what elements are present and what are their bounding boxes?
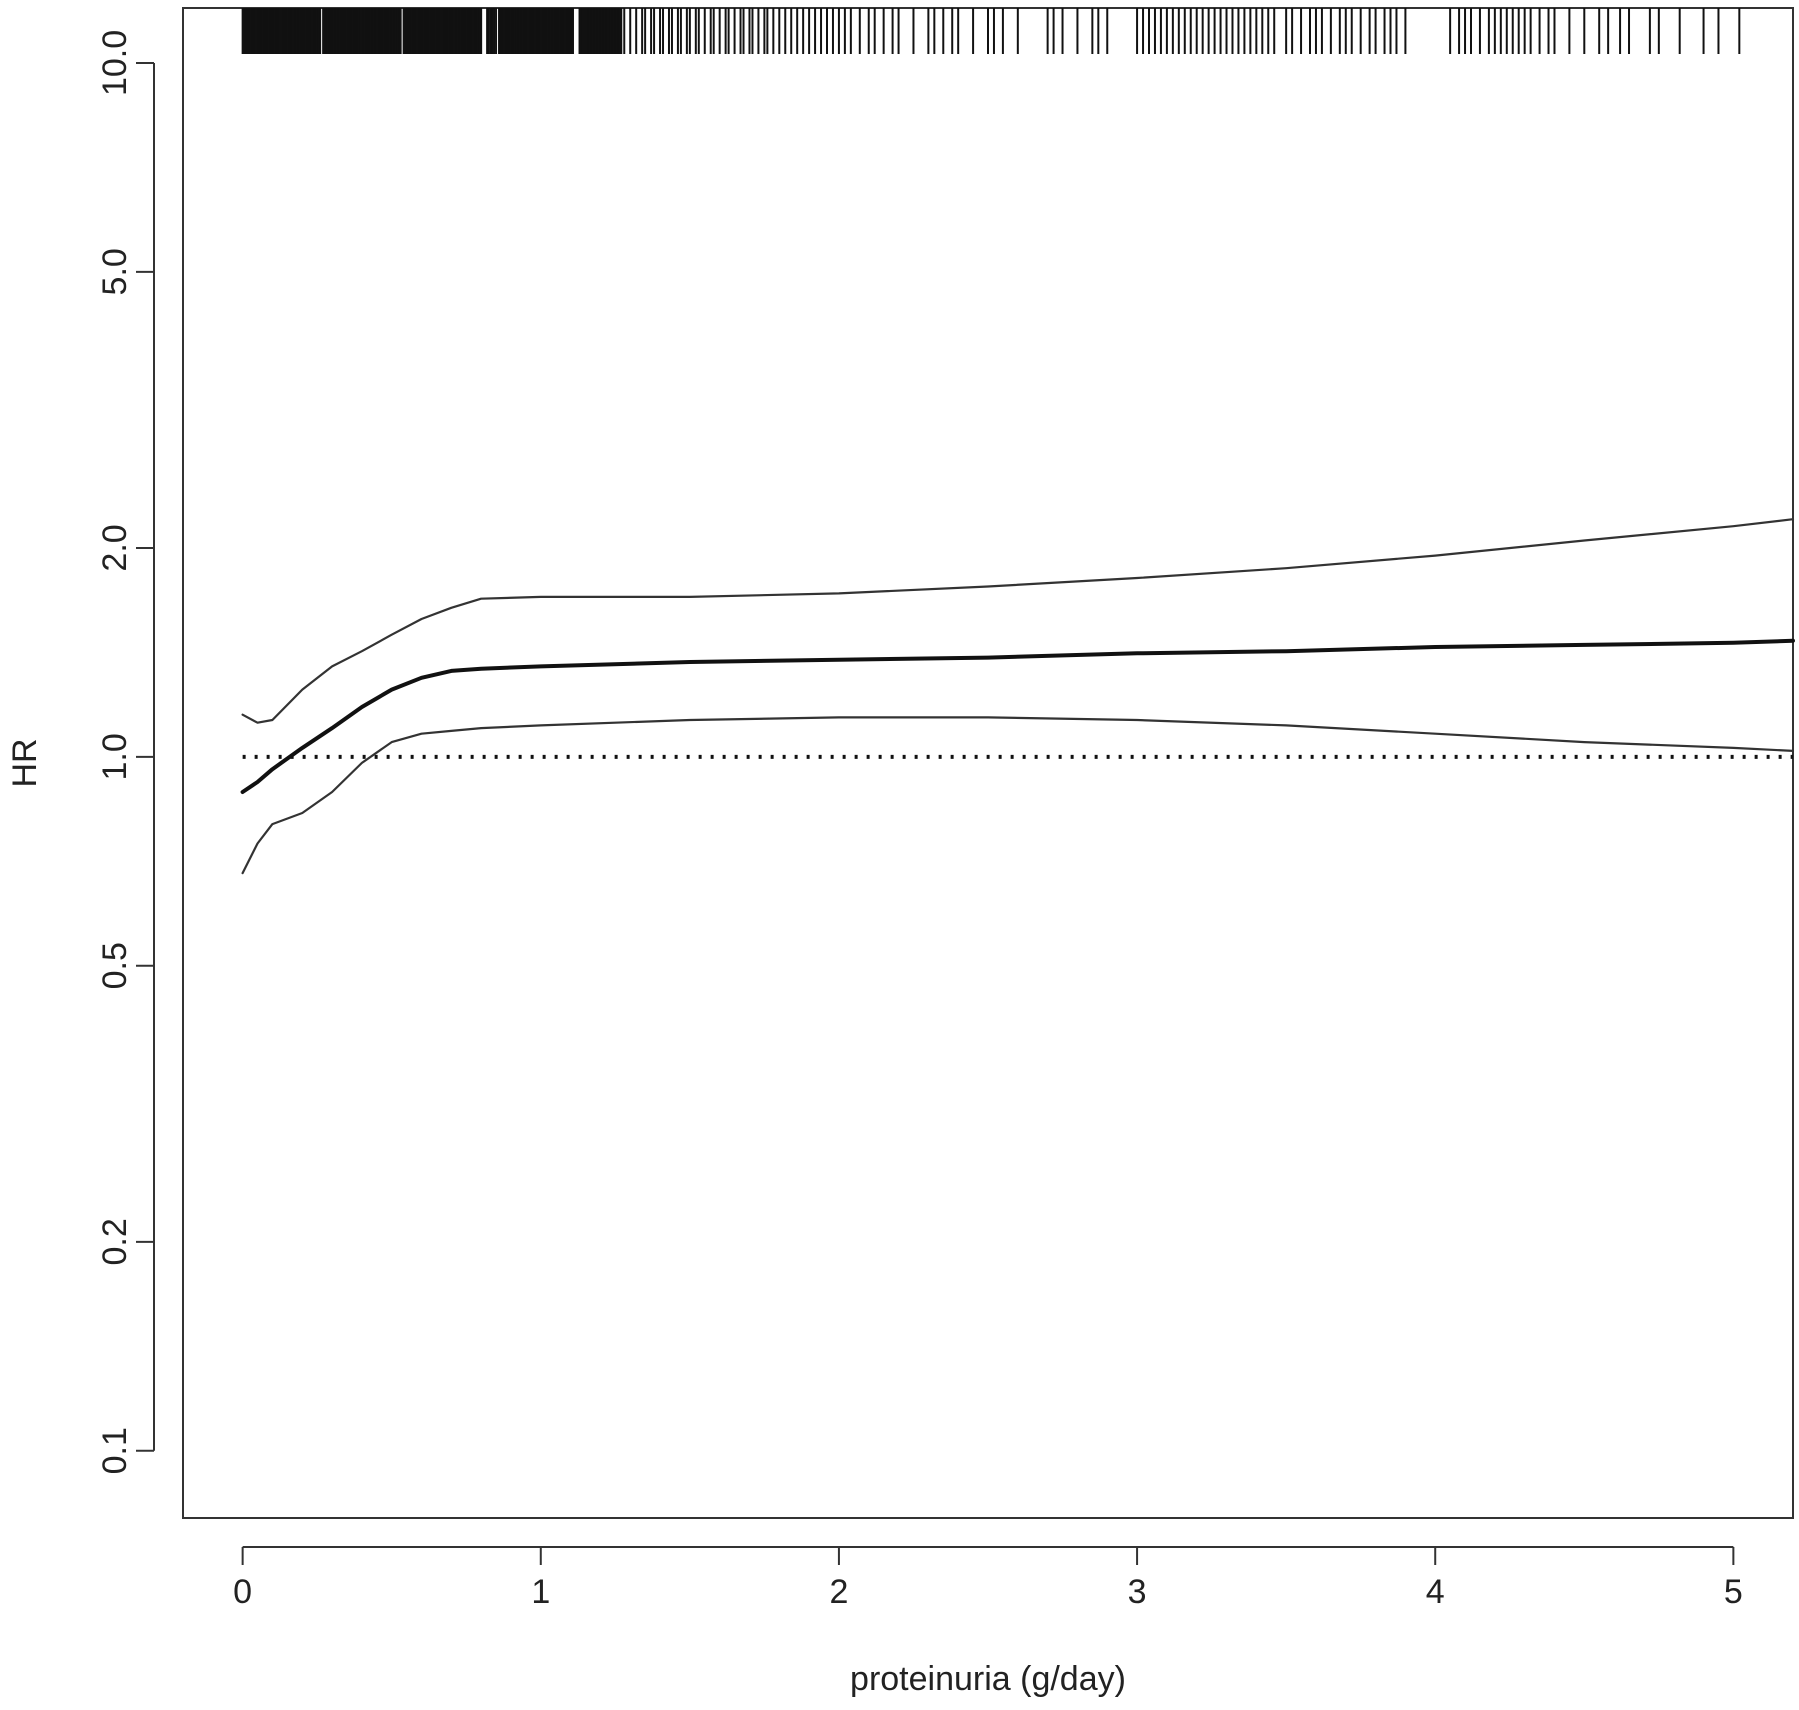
y-tick-label: 0.2 [96, 1218, 134, 1265]
x-tick-label: 1 [531, 1573, 550, 1611]
y-axis-title: HR [6, 738, 44, 787]
y-tick-label: 10.0 [96, 30, 134, 96]
y-tick-label: 1.0 [96, 733, 134, 780]
rug-marks [241, 8, 1741, 54]
upper-ci-line [241, 518, 1795, 724]
x-tick-label: 3 [1128, 1573, 1147, 1611]
x-tick-label: 0 [233, 1573, 252, 1611]
y-tick-label: 0.5 [96, 942, 134, 989]
x-tick-label: 4 [1426, 1573, 1445, 1611]
series-group [240, 518, 1795, 875]
y-tick-label: 2.0 [96, 524, 134, 571]
x-axis-title: proteinuria (g/day) [850, 1660, 1126, 1698]
lower-ci-line [241, 716, 1795, 875]
y-axis: 0.1 0.2 0.5 1.0 2.0 5.0 10.0 [96, 30, 155, 1474]
x-tick-label: 2 [829, 1573, 848, 1611]
y-tick-label: 5.0 [96, 248, 134, 295]
y-tick-label: 0.1 [96, 1427, 134, 1474]
plot-frame [182, 7, 1794, 1519]
x-axis: 0 1 2 3 4 5 [233, 1546, 1743, 1611]
hr-estimate-line [240, 638, 1795, 794]
x-tick-label: 5 [1724, 1573, 1743, 1611]
